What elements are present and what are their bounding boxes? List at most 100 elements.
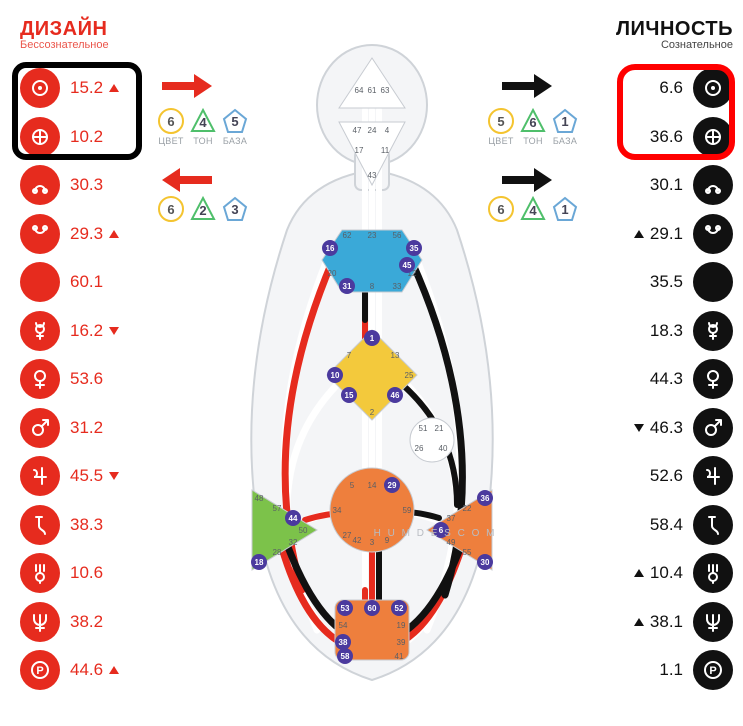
gate-61: 61 bbox=[366, 84, 378, 96]
gate-38: 38 bbox=[335, 634, 351, 650]
svg-text:46: 46 bbox=[390, 391, 399, 400]
gate-24: 24 bbox=[366, 124, 378, 136]
planet-row: 31.2 bbox=[20, 407, 170, 449]
svg-text:54: 54 bbox=[338, 621, 347, 630]
neptune-icon bbox=[693, 602, 733, 642]
svg-text:4: 4 bbox=[384, 126, 389, 135]
gate-62: 62 bbox=[341, 229, 353, 241]
planet-row: 16.2 bbox=[20, 310, 170, 352]
svg-text:50: 50 bbox=[298, 526, 307, 535]
planet-row: 29.3 bbox=[20, 213, 170, 255]
svg-text:21: 21 bbox=[434, 424, 443, 433]
planet-value: 15.2 bbox=[70, 78, 119, 98]
planet-value: 53.6 bbox=[70, 369, 103, 389]
gate-25: 25 bbox=[403, 369, 415, 381]
planet-row: 35.5 bbox=[583, 261, 733, 303]
svg-text:26: 26 bbox=[414, 444, 423, 453]
svg-text:58: 58 bbox=[340, 652, 349, 661]
uranus-icon bbox=[20, 553, 60, 593]
planet-value: 38.3 bbox=[70, 515, 103, 535]
planet-value: 16.2 bbox=[70, 321, 119, 341]
venus-icon bbox=[693, 359, 733, 399]
planet-row: 10.4 bbox=[583, 552, 733, 594]
svg-text:14: 14 bbox=[367, 481, 376, 490]
planet-row: 53.6 bbox=[20, 358, 170, 400]
pluto-icon: P bbox=[693, 650, 733, 690]
svg-text:59: 59 bbox=[402, 506, 411, 515]
gate-34: 34 bbox=[331, 504, 343, 516]
gate-54: 54 bbox=[337, 619, 349, 631]
stage: ДИЗАЙН Бессознательное 15.210.230.329.36… bbox=[0, 0, 743, 726]
gate-36: 36 bbox=[477, 490, 493, 506]
sun-icon bbox=[693, 68, 733, 108]
venus-icon bbox=[20, 359, 60, 399]
planet-value: 29.3 bbox=[70, 224, 119, 244]
mars-icon bbox=[20, 408, 60, 448]
svg-text:7: 7 bbox=[346, 351, 351, 360]
planet-row: P44.6 bbox=[20, 649, 170, 691]
gate-57: 57 bbox=[271, 502, 283, 514]
personality-column: ЛИЧНОСТЬ Сознательное 6.636.630.129.135.… bbox=[583, 18, 733, 691]
bodygraph: 1 2 3 4 5 6 7 bbox=[207, 30, 537, 710]
gate-50: 50 bbox=[297, 524, 309, 536]
svg-text:23: 23 bbox=[367, 231, 376, 240]
gate-29: 29 bbox=[384, 477, 400, 493]
saturn-icon bbox=[693, 505, 733, 545]
planet-row: 60.1 bbox=[20, 261, 170, 303]
svg-text:62: 62 bbox=[342, 231, 351, 240]
svg-text:32: 32 bbox=[288, 538, 297, 547]
svg-text:51: 51 bbox=[418, 424, 427, 433]
sun-icon bbox=[20, 68, 60, 108]
planet-value: 10.4 bbox=[634, 563, 683, 583]
gate-23: 23 bbox=[366, 229, 378, 241]
svg-text:43: 43 bbox=[367, 171, 376, 180]
svg-text:16: 16 bbox=[325, 244, 334, 253]
jupiter-icon bbox=[693, 456, 733, 496]
svg-text:31: 31 bbox=[342, 282, 351, 291]
planet-value: 30.1 bbox=[650, 175, 683, 195]
gate-10: 10 bbox=[327, 367, 343, 383]
planet-row: 46.3 bbox=[583, 407, 733, 449]
planet-row: 52.6 bbox=[583, 455, 733, 497]
svg-text:8: 8 bbox=[369, 282, 374, 291]
badge-base: 1 bbox=[552, 196, 578, 222]
svg-text:42: 42 bbox=[352, 536, 361, 545]
gate-21: 21 bbox=[433, 422, 445, 434]
svg-text:48: 48 bbox=[254, 494, 263, 503]
svg-text:18: 18 bbox=[254, 558, 263, 567]
planet-value: 38.2 bbox=[70, 612, 103, 632]
planet-row: 38.1 bbox=[583, 601, 733, 643]
watermark: H U M D E S C O M bbox=[374, 528, 497, 540]
badge-color: 6 bbox=[158, 196, 184, 222]
moon-icon bbox=[20, 262, 60, 302]
svg-text:56: 56 bbox=[392, 231, 401, 240]
personality-subtitle: Сознательное bbox=[583, 39, 733, 51]
mars-icon bbox=[693, 408, 733, 448]
svg-text:20: 20 bbox=[327, 269, 336, 278]
pluto-icon: P bbox=[20, 650, 60, 690]
planet-value: 36.6 bbox=[650, 127, 683, 147]
gate-30: 30 bbox=[477, 554, 493, 570]
design-title: ДИЗАЙН bbox=[20, 18, 170, 41]
planet-row: 36.6 bbox=[583, 116, 733, 158]
planet-value: 44.3 bbox=[650, 369, 683, 389]
badge-color: 6ЦВЕТ bbox=[158, 108, 184, 146]
gate-44: 44 bbox=[285, 510, 301, 526]
svg-text:25: 25 bbox=[404, 371, 413, 380]
svg-text:P: P bbox=[709, 665, 716, 677]
gate-1: 1 bbox=[364, 330, 380, 346]
design-column: ДИЗАЙН Бессознательное 15.210.230.329.36… bbox=[20, 18, 170, 691]
gate-19: 19 bbox=[395, 619, 407, 631]
planet-row: 29.1 bbox=[583, 213, 733, 255]
gate-58: 58 bbox=[337, 648, 353, 664]
svg-text:63: 63 bbox=[380, 86, 389, 95]
gate-27: 27 bbox=[341, 529, 353, 541]
planet-value: 38.1 bbox=[634, 612, 683, 632]
gate-59: 59 bbox=[401, 504, 413, 516]
nnode-icon bbox=[693, 165, 733, 205]
gate-28: 28 bbox=[271, 546, 283, 558]
svg-text:P: P bbox=[36, 665, 43, 677]
planet-row: 30.3 bbox=[20, 164, 170, 206]
gate-18: 18 bbox=[251, 554, 267, 570]
gate-26: 26 bbox=[413, 442, 425, 454]
